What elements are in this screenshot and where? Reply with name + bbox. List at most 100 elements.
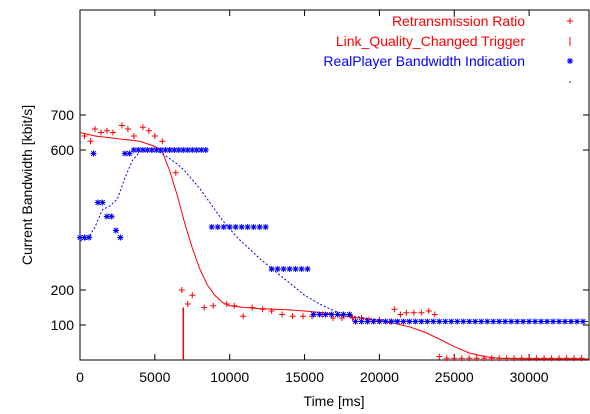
legend: Retransmission Ratio Link_Quality_Changed… — [323, 13, 573, 83]
data-point-2-58 — [382, 318, 389, 325]
data-point-2-86 — [550, 318, 557, 325]
data-point-0-61 — [556, 355, 563, 362]
data-point-2-49 — [328, 311, 335, 318]
data-point-0-19 — [210, 302, 217, 309]
data-point-0-63 — [571, 355, 578, 362]
data-point-2-9 — [117, 234, 124, 241]
data-point-2-85 — [544, 318, 551, 325]
data-point-0-47 — [451, 355, 458, 362]
x-tick-label: 20000 — [360, 369, 399, 385]
data-point-0-20 — [223, 301, 230, 307]
data-point-0-62 — [563, 355, 570, 362]
data-point-2-34 — [238, 224, 245, 230]
data-point-0-16 — [184, 301, 191, 307]
data-point-2-22 — [175, 147, 182, 153]
y-tick-label: 200 — [51, 282, 75, 298]
y-tick-label: 600 — [51, 142, 75, 158]
data-point-2-79 — [508, 318, 515, 325]
data-point-2-8 — [112, 227, 119, 234]
data-point-2-63 — [412, 318, 419, 325]
data-point-2-17 — [153, 147, 160, 153]
x-tick-label: 30000 — [510, 369, 549, 385]
data-point-0-33 — [349, 315, 356, 321]
data-point-2-64 — [418, 318, 425, 325]
x-tick-label: 0 — [76, 369, 84, 385]
data-point-2-65 — [424, 318, 431, 325]
data-point-2-5 — [99, 199, 106, 206]
data-point-2-29 — [208, 224, 215, 230]
data-point-0-24 — [259, 306, 266, 313]
data-point-2-60 — [394, 318, 401, 325]
data-point-2-25 — [189, 147, 196, 153]
data-point-0-59 — [541, 355, 548, 362]
data-point-2-19 — [162, 147, 169, 153]
data-point-0-28 — [300, 313, 307, 320]
data-point-2-72 — [466, 318, 473, 325]
data-point-0-64 — [578, 355, 585, 362]
data-point-0-10 — [145, 127, 152, 134]
data-point-2-46 — [310, 311, 317, 318]
data-point-2-73 — [472, 318, 479, 325]
data-point-0-17 — [189, 292, 196, 299]
data-point-0-23 — [249, 304, 256, 311]
data-point-2-1 — [81, 234, 88, 241]
x-tick-label: 10000 — [210, 369, 249, 385]
data-point-2-18 — [157, 147, 164, 153]
data-point-0-0 — [81, 133, 88, 139]
data-point-0-5 — [109, 129, 116, 136]
data-point-2-83 — [532, 318, 539, 325]
data-point-2-3 — [90, 150, 97, 157]
data-point-2-82 — [526, 318, 533, 325]
y-tick-label: 100 — [51, 317, 75, 333]
data-point-2-56 — [370, 318, 377, 325]
data-point-2-75 — [484, 318, 491, 325]
x-tick-label: 15000 — [285, 369, 324, 385]
data-point-2-37 — [256, 224, 263, 230]
data-point-0-56 — [518, 355, 525, 362]
data-point-0-41 — [410, 309, 417, 316]
data-point-2-30 — [214, 224, 221, 230]
data-point-2-45 — [304, 266, 311, 272]
data-point-0-42 — [418, 309, 425, 316]
data-point-2-40 — [274, 266, 281, 272]
data-point-2-41 — [280, 266, 287, 272]
data-point-0-53 — [496, 355, 503, 362]
data-point-2-84 — [538, 318, 545, 325]
data-point-2-28 — [202, 147, 209, 153]
data-point-2-4 — [94, 199, 101, 206]
data-point-0-26 — [279, 311, 286, 318]
data-point-2-54 — [358, 318, 365, 325]
data-point-2-90 — [574, 318, 581, 325]
data-point-0-6 — [118, 122, 125, 129]
data-point-2-88 — [562, 318, 569, 325]
data-point-2-71 — [460, 318, 467, 325]
plot-area-frame — [79, 9, 590, 361]
x-tick-label: 25000 — [435, 369, 474, 385]
data-point-0-22 — [240, 313, 247, 320]
legend-marker-0 — [567, 18, 573, 24]
data-point-0-39 — [397, 311, 404, 318]
series-2 — [77, 147, 589, 325]
data-point-0-48 — [458, 355, 465, 362]
data-point-2-33 — [232, 224, 239, 230]
legend-label-1: Link_Quality_Changed Trigger — [336, 33, 525, 49]
data-point-2-20 — [166, 147, 173, 153]
data-point-2-23 — [180, 147, 187, 153]
data-point-0-8 — [130, 133, 137, 139]
data-point-0-12 — [159, 138, 166, 145]
data-point-0-9 — [139, 124, 146, 131]
data-point-2-15 — [144, 147, 151, 153]
data-point-0-43 — [425, 308, 432, 314]
data-point-0-60 — [548, 355, 555, 362]
data-point-0-58 — [533, 355, 540, 362]
data-point-2-39 — [268, 266, 275, 272]
data-point-0-25 — [268, 308, 275, 314]
data-point-2-2 — [85, 234, 92, 241]
data-point-2-11 — [126, 150, 133, 157]
data-point-2-43 — [292, 266, 299, 272]
data-point-2-27 — [198, 147, 205, 153]
data-point-2-32 — [226, 224, 233, 230]
chart-marks — [77, 122, 589, 362]
data-point-2-62 — [406, 318, 413, 325]
data-point-0-40 — [403, 309, 410, 316]
